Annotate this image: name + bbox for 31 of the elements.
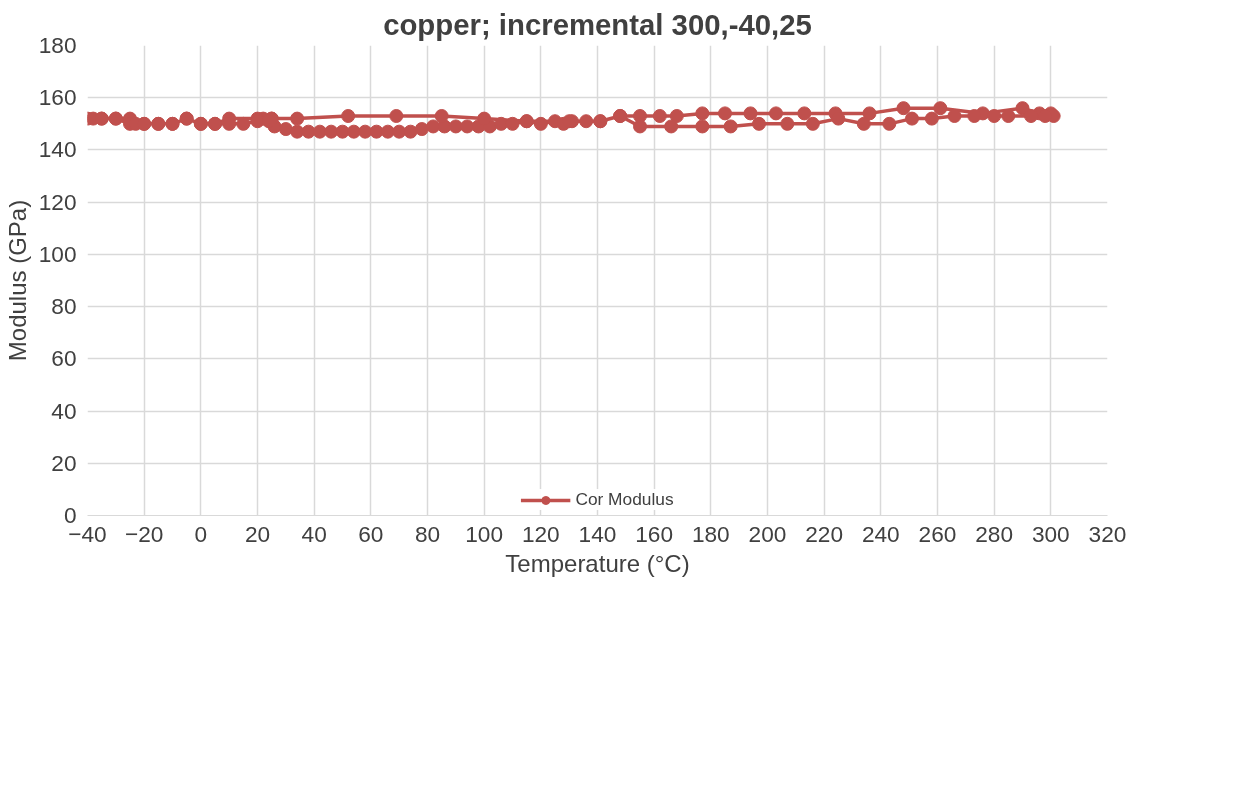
- x-tick-label: 120: [521, 520, 560, 547]
- x-tick-label: 80: [414, 520, 441, 547]
- x-tick-label: 40: [301, 520, 327, 547]
- x-tick-label: −20: [124, 520, 164, 547]
- y-tick-label: 60: [51, 345, 77, 372]
- y-tick-label: 100: [38, 240, 77, 267]
- x-tick-label: 160: [635, 520, 674, 547]
- x-tick-label: 300: [1031, 520, 1070, 547]
- x-tick-label: 260: [918, 520, 957, 547]
- y-tick-label: 80: [51, 293, 77, 320]
- x-tick-label: 200: [748, 520, 787, 547]
- x-tick-label: 60: [358, 520, 384, 547]
- y-tick-label: 180: [38, 32, 77, 58]
- y-tick-label: 140: [38, 136, 77, 163]
- x-tick-label: 100: [465, 520, 504, 547]
- x-tick-label: 280: [975, 520, 1014, 547]
- chart-title: copper; incremental 300,-40,25: [383, 7, 812, 41]
- x-tick-label: 140: [578, 520, 617, 547]
- x-tick-label: 0: [194, 520, 208, 547]
- y-axis-title: Modulus (GPa): [3, 199, 31, 362]
- y-tick-label: 120: [38, 188, 77, 215]
- x-tick-label: 320: [1088, 520, 1127, 547]
- x-tick-label: 240: [861, 520, 900, 547]
- x-tick-label: 180: [691, 520, 730, 547]
- legend-label: Cor Modulus: [575, 489, 674, 510]
- y-tick-label: 40: [51, 397, 77, 424]
- x-tick-label: 220: [805, 520, 844, 547]
- y-tick-label: 160: [38, 84, 77, 111]
- y-tick-label: 20: [51, 449, 77, 476]
- x-tick-label: 20: [244, 520, 271, 547]
- x-axis-title: Temperature (°C): [505, 549, 690, 577]
